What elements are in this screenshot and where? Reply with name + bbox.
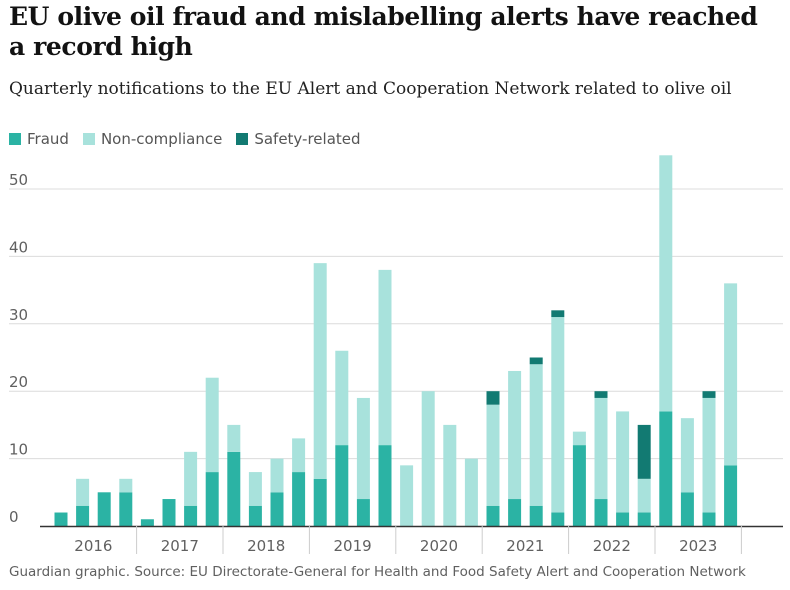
- bar-fraud: [508, 499, 522, 526]
- bar-fraud: [572, 445, 586, 526]
- bar-non-compliance: [637, 478, 651, 513]
- bar-safety-related: [486, 391, 500, 405]
- y-tick-label: 0: [9, 508, 19, 526]
- bar-safety-related: [551, 310, 565, 318]
- bar-non-compliance: [400, 465, 414, 526]
- bar-non-compliance: [551, 317, 565, 513]
- bar-non-compliance: [205, 377, 219, 473]
- y-tick-label: 50: [9, 171, 28, 189]
- bar-fraud: [529, 505, 543, 526]
- bar-fraud: [248, 505, 262, 526]
- y-tick-label: 40: [9, 238, 28, 256]
- bar-non-compliance: [335, 350, 349, 446]
- bar-non-compliance: [702, 397, 716, 513]
- x-tick-label: 2017: [161, 537, 199, 555]
- y-tick-label: 10: [9, 441, 28, 459]
- bar-fraud: [140, 519, 154, 526]
- bar-non-compliance: [572, 431, 586, 446]
- bar-fraud: [227, 451, 241, 526]
- bar-fraud: [162, 499, 176, 526]
- bar-non-compliance: [356, 397, 370, 500]
- bar-non-compliance: [443, 424, 457, 526]
- bar-fraud: [680, 492, 694, 526]
- source-note: Guardian graphic. Source: EU Directorate…: [9, 564, 746, 580]
- bar-non-compliance: [313, 263, 327, 479]
- x-tick-label: 2016: [74, 537, 112, 555]
- bar-safety-related: [702, 391, 716, 398]
- bar-non-compliance: [486, 404, 500, 506]
- bar-non-compliance: [119, 478, 133, 493]
- bar-fraud: [270, 492, 284, 526]
- bar-fraud: [378, 445, 392, 526]
- chart-subtitle: Quarterly notifications to the EU Alert …: [9, 79, 732, 99]
- bar-non-compliance: [464, 458, 478, 526]
- bar-non-compliance: [421, 391, 435, 526]
- legend-label-safety-related: Safety-related: [254, 130, 361, 148]
- bar-fraud: [76, 505, 90, 526]
- bar-fraud: [335, 445, 349, 526]
- x-tick-label: 2022: [593, 537, 631, 555]
- bar-fraud: [659, 411, 673, 526]
- bar-fraud: [486, 505, 500, 526]
- bar-safety-related: [529, 357, 543, 365]
- legend-swatch-non-compliance: [82, 133, 95, 145]
- legend-item-safety-related: Safety-related: [236, 130, 361, 148]
- bar-non-compliance: [594, 397, 608, 500]
- bar-non-compliance: [616, 411, 630, 513]
- legend-item-non-compliance: Non-compliance: [82, 130, 223, 148]
- legend-label-non-compliance: Non-compliance: [100, 130, 223, 148]
- bar-non-compliance: [292, 438, 306, 473]
- bar-fraud: [551, 512, 565, 526]
- bar-non-compliance: [680, 418, 694, 493]
- x-tick-label: 2018: [247, 537, 285, 555]
- bar-fraud: [616, 512, 630, 526]
- bar-non-compliance: [378, 269, 392, 446]
- bar-fraud: [702, 512, 716, 526]
- bar-non-compliance: [270, 458, 284, 493]
- bar-fraud: [97, 492, 111, 526]
- x-tick-label: 2023: [679, 537, 717, 555]
- bar-fraud: [54, 512, 68, 526]
- bar-non-compliance: [184, 451, 198, 506]
- bar-fraud: [119, 492, 133, 526]
- y-tick-label: 30: [9, 306, 28, 324]
- bar-fraud: [637, 512, 651, 526]
- bar-fraud: [313, 478, 327, 526]
- bar-fraud: [292, 472, 306, 526]
- legend-swatch-fraud: [9, 133, 21, 145]
- chart-title: EU olive oil fraud and mislabelling aler…: [9, 2, 758, 61]
- bar-safety-related: [637, 424, 651, 479]
- legend-item-fraud: Fraud: [9, 130, 69, 148]
- bar-non-compliance: [529, 364, 543, 506]
- legend-swatch-safety-related: [236, 133, 249, 145]
- bar-fraud: [594, 499, 608, 526]
- bar-non-compliance: [76, 478, 90, 506]
- x-tick-label: 2019: [334, 537, 372, 555]
- bar-fraud: [724, 465, 738, 526]
- y-tick-label: 20: [9, 373, 28, 391]
- legend: Fraud Non-compliance Safety-related: [9, 130, 361, 148]
- bar-non-compliance: [227, 424, 241, 452]
- bar-non-compliance: [248, 472, 262, 506]
- bar-non-compliance: [508, 370, 522, 500]
- bar-fraud: [205, 472, 219, 526]
- bar-fraud: [184, 505, 198, 526]
- x-tick-label: 2021: [506, 537, 544, 555]
- bar-safety-related: [594, 391, 608, 398]
- bar-fraud: [356, 499, 370, 526]
- legend-label-fraud: Fraud: [27, 130, 69, 148]
- bar-non-compliance: [724, 283, 738, 466]
- x-tick-label: 2020: [420, 537, 458, 555]
- bar-non-compliance: [659, 155, 673, 412]
